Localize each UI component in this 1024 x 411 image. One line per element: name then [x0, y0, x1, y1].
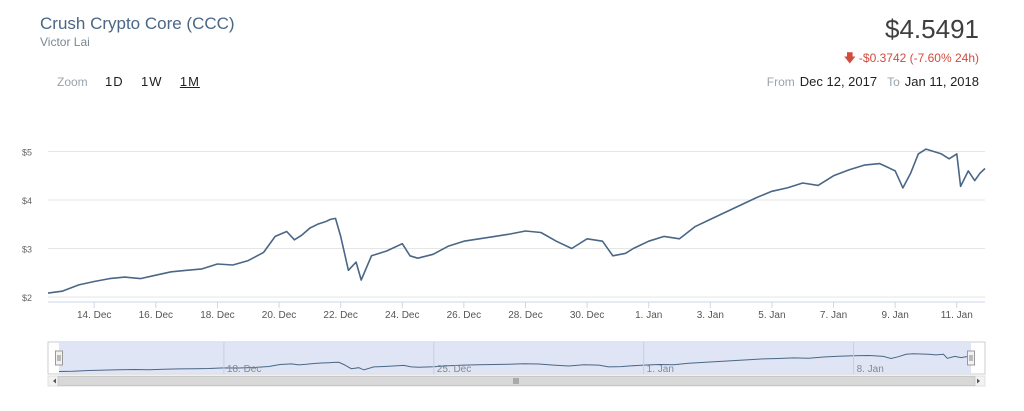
x-tick-label: 9. Jan	[882, 310, 909, 321]
x-tick-label: 26. Dec	[447, 310, 481, 321]
navigator-right-handle[interactable]	[967, 350, 975, 366]
navigator-tick-label: 8. Jan	[857, 364, 884, 375]
price-change-value: -$0.3742 (-7.60% 24h)	[858, 51, 979, 65]
scroll-left-arrow-icon[interactable]	[53, 378, 56, 384]
x-tick-label: 28. Dec	[508, 310, 542, 321]
x-tick-label: 3. Jan	[697, 310, 724, 321]
navigator-left-handle[interactable]	[55, 350, 63, 366]
y-tick-label: $5	[22, 148, 32, 158]
navigator-tick-label: 1. Jan	[647, 364, 674, 375]
x-tick-label: 11. Jan	[941, 310, 973, 321]
scrollbar-thumb[interactable]	[57, 376, 976, 386]
navigator-tick-label: 18. Dec	[227, 364, 261, 375]
scroll-right-arrow-icon[interactable]	[977, 378, 980, 384]
range-from-label: From	[766, 75, 795, 89]
y-tick-label: $2	[22, 293, 32, 303]
navigator-tick-label: 25. Dec	[437, 364, 471, 375]
x-tick-label: 24. Dec	[385, 310, 419, 321]
zoom-selector: Zoom 1D 1W 1M	[57, 74, 200, 89]
x-tick-label: 30. Dec	[570, 310, 604, 321]
x-tick-label: 1. Jan	[635, 310, 662, 321]
range-from-input[interactable]: Dec 12, 2017	[799, 74, 878, 89]
range-to-label: To	[887, 75, 900, 89]
y-tick-label: $3	[22, 245, 32, 255]
x-tick-label: 7. Jan	[820, 310, 847, 321]
current-price: $4.5491	[885, 14, 979, 44]
zoom-1w-button[interactable]: 1W	[141, 74, 163, 89]
y-tick-label: $4	[22, 196, 32, 206]
x-tick-label: 16. Dec	[139, 310, 173, 321]
navigator-series-line	[58, 353, 972, 372]
chart-author: Victor Lai	[40, 35, 90, 49]
arrow-down-icon: 🡇	[843, 51, 856, 65]
zoom-1m-button[interactable]: 1M	[179, 74, 200, 89]
x-tick-label: 14. Dec	[77, 310, 111, 321]
date-range: From Dec 12, 2017 To Jan 11, 2018	[767, 74, 979, 89]
x-tick-label: 20. Dec	[262, 310, 296, 321]
price-series-line	[47, 148, 986, 294]
range-to-input[interactable]: Jan 11, 2018	[904, 74, 979, 89]
x-tick-label: 5. Jan	[758, 310, 785, 321]
x-tick-label: 18. Dec	[200, 310, 234, 321]
x-tick-label: 22. Dec	[323, 310, 357, 321]
zoom-1d-button[interactable]: 1D	[105, 74, 124, 89]
price-change: 🡇 -$0.3742 (-7.60% 24h)	[844, 49, 979, 70]
navigator-selected-range[interactable]	[59, 342, 971, 374]
zoom-label: Zoom	[57, 75, 88, 89]
chart-title: Crush Crypto Core (CCC)	[40, 14, 235, 33]
